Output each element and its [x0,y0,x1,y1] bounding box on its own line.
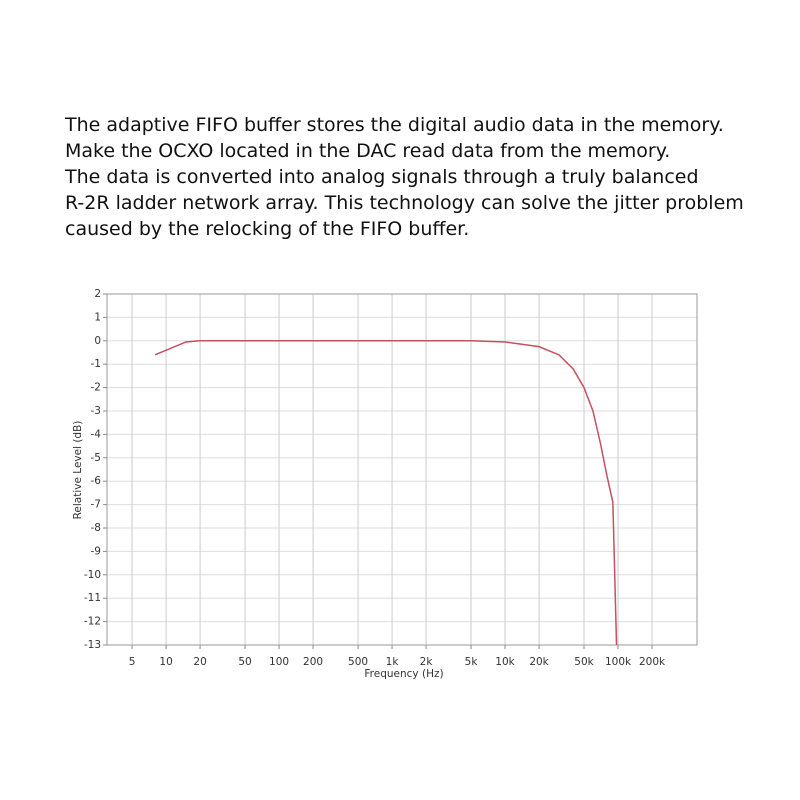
paragraph-line: R-2R ladder network array. This technolo… [65,192,744,214]
data-line [154,340,618,646]
plot-area [106,293,698,646]
x-tick-label: 100k [605,656,632,668]
y-tick-label: 2 [94,288,101,300]
paragraph-line: caused by the relocking of the FIFO buff… [65,218,470,240]
y-tick-label: -6 [91,475,102,487]
y-tick-label: -11 [84,592,101,604]
x-tick-label: 200k [639,656,666,668]
x-tick-label: 20k [529,656,549,668]
y-axis-label: Relative Level (dB) [72,421,84,520]
x-tick-label: 2k [420,656,434,668]
paragraph-line: The adaptive FIFO buffer stores the digi… [65,114,724,136]
x-tick-label: 10k [495,656,515,668]
y-tick-label: -12 [84,616,101,628]
x-tick-label: 200 [303,656,323,668]
y-tick-label: -1 [91,358,101,370]
x-axis-label: Frequency (Hz) [364,668,443,680]
y-tick-label: -13 [84,639,101,651]
x-tick-label: 5k [465,656,479,668]
y-tick-label: -4 [91,428,102,440]
y-tick-label: 0 [94,335,101,347]
x-tick-label: 50 [238,656,251,668]
y-tick-label: -2 [91,382,101,394]
paragraph-line: Make the OCXO located in the DAC read da… [65,140,671,162]
y-tick-label: -10 [84,569,101,581]
x-tick-label: 100 [269,656,289,668]
x-tick-label: 20 [193,656,206,668]
y-tick-label: -5 [91,452,101,464]
x-tick-label: 1k [386,656,400,668]
paragraph-line: The data is converted into analog signal… [65,166,699,188]
y-tick-label: 1 [94,311,101,323]
y-tick-label: -9 [91,545,101,557]
x-tick-label: 50k [574,656,594,668]
x-tick-label: 5 [129,656,136,668]
y-tick-label: -3 [91,405,101,417]
x-tick-label: 10 [159,656,172,668]
y-tick-label: -8 [91,522,101,534]
x-tick-label: 500 [348,656,368,668]
y-tick-label: -7 [91,499,101,511]
